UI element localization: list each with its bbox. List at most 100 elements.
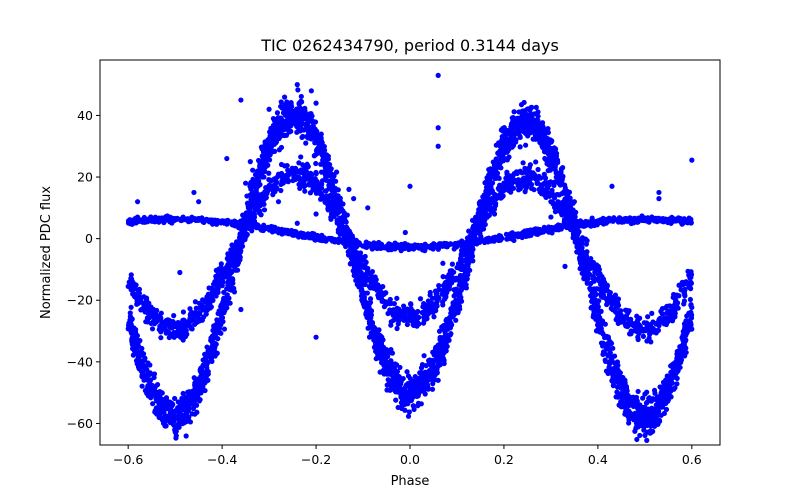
data-point: [260, 149, 267, 155]
data-point: [440, 289, 446, 295]
data-point: [458, 294, 464, 300]
data-point: [230, 280, 236, 286]
data-point: [624, 321, 630, 327]
data-point: [658, 317, 664, 324]
data-point: [185, 403, 191, 410]
data-point: [226, 283, 232, 289]
data-point: [537, 129, 543, 136]
data-point: [503, 131, 509, 137]
data-point: [337, 229, 343, 235]
data-point: [688, 269, 694, 275]
data-point: [463, 269, 469, 275]
data-point: [441, 357, 447, 363]
data-point: [208, 336, 214, 342]
data-point: [269, 149, 275, 155]
data-point: [432, 305, 438, 311]
data-point: [373, 283, 379, 289]
data-point: [499, 158, 505, 164]
data-point: [421, 300, 427, 307]
data-point: [531, 130, 537, 136]
data-point: [469, 250, 475, 256]
data-point: [533, 159, 539, 165]
data-point: [208, 294, 215, 300]
data-point: [260, 197, 266, 203]
data-point: [475, 210, 481, 216]
data-point: [506, 154, 512, 160]
data-point: [552, 164, 558, 170]
data-point: [310, 130, 316, 136]
data-point: [229, 255, 235, 261]
data-point: [484, 214, 490, 220]
data-point: [507, 175, 513, 181]
data-point: [662, 305, 669, 311]
data-point: [517, 133, 523, 139]
data-point: [341, 218, 347, 224]
data-point: [337, 215, 343, 221]
data-point: [228, 247, 234, 253]
data-point: [497, 182, 503, 188]
data-point: [406, 409, 412, 415]
data-point: [194, 409, 200, 415]
data-point: [457, 272, 463, 279]
data-point: [640, 333, 647, 339]
data-point: [658, 404, 665, 410]
data-point: [595, 276, 601, 282]
data-point: [590, 295, 596, 301]
data-point: [215, 282, 221, 288]
data-point: [454, 264, 460, 271]
data-point: [520, 160, 526, 166]
data-point: [644, 389, 650, 395]
data-point: [543, 136, 549, 142]
data-point: [463, 256, 469, 262]
data-point: [259, 201, 265, 207]
data-point: [161, 397, 167, 403]
data-point: [596, 298, 602, 304]
data-point: [146, 372, 152, 378]
data-point: [192, 402, 198, 408]
data-point: [213, 334, 219, 340]
data-point: [543, 140, 549, 147]
data-point: [504, 171, 510, 177]
data-point: [302, 165, 308, 171]
data-point: [242, 211, 248, 218]
data-point: [581, 274, 587, 280]
data-point: [442, 293, 449, 299]
data-point: [293, 118, 299, 124]
data-point: [227, 300, 233, 306]
data-point: [310, 183, 316, 190]
data-point: [470, 232, 476, 238]
data-point: [128, 330, 135, 336]
data-point: [681, 290, 687, 296]
data-point: [141, 373, 147, 379]
data-point: [431, 368, 437, 374]
data-point: [278, 161, 285, 168]
data-point: [158, 335, 164, 341]
data-point: [665, 318, 671, 325]
data-point: [615, 368, 621, 374]
data-point: [491, 199, 497, 205]
data-point: [356, 283, 362, 289]
data-point: [484, 192, 490, 198]
data-point: [224, 305, 230, 311]
data-point: [598, 282, 604, 288]
data-point: [385, 377, 391, 383]
data-point: [450, 313, 456, 319]
data-point: [288, 118, 294, 124]
data-point: [644, 323, 650, 329]
data-point: [175, 399, 181, 405]
data-point: [592, 269, 598, 275]
data-point: [604, 333, 610, 340]
data-point: [647, 420, 654, 426]
data-point: [649, 410, 655, 416]
data-point: [410, 321, 416, 328]
data-point: [545, 126, 551, 132]
data-point: [689, 304, 695, 311]
data-point: [410, 403, 416, 409]
data-point: [311, 153, 317, 159]
data-point: [273, 139, 280, 145]
data-point: [278, 99, 284, 105]
data-point: [233, 241, 239, 247]
data-point: [219, 283, 225, 289]
data-point: [249, 199, 255, 205]
data-point: [635, 317, 641, 323]
